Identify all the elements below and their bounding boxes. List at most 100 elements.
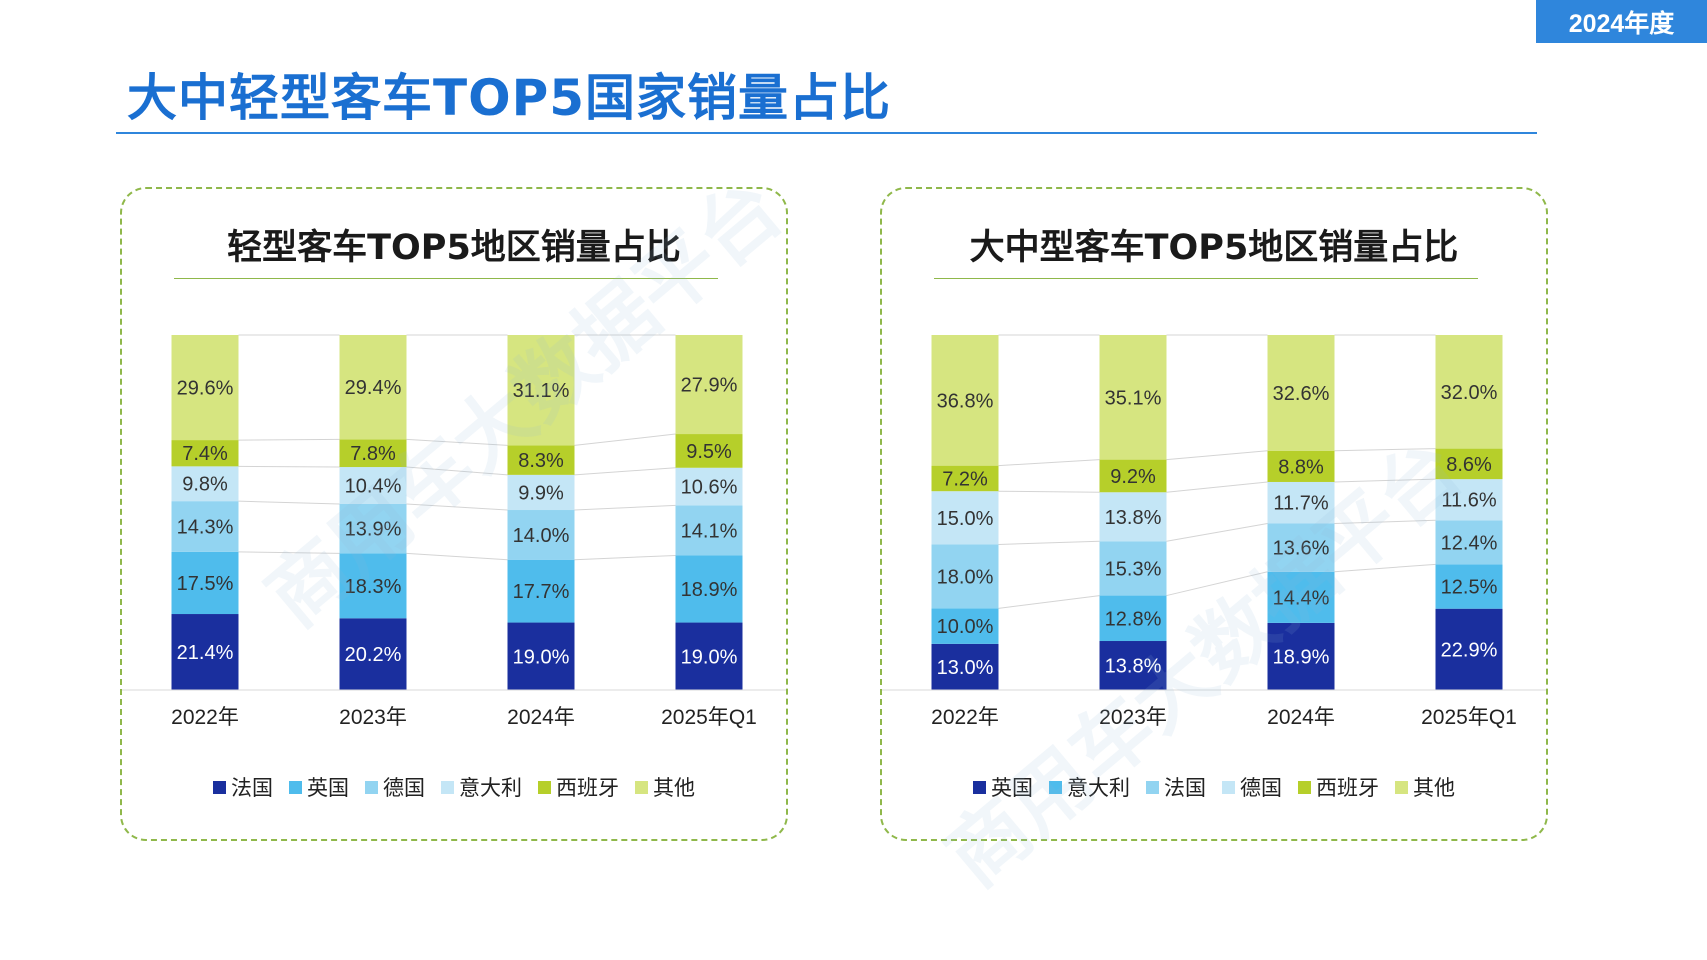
data-label: 27.9% (681, 375, 738, 397)
bar-segment-西班牙 (1099, 459, 1167, 493)
series-connector-line (1334, 563, 1436, 573)
bar-segment-英国 (1435, 608, 1503, 690)
data-label: 9.9% (518, 482, 564, 504)
bar-segment-其他 (675, 335, 743, 435)
legend-swatch (365, 780, 378, 794)
bar-segment-法国 (339, 618, 407, 690)
series-connector-line (238, 551, 340, 554)
bar-segment-法国 (507, 622, 575, 690)
data-label: 7.8% (350, 443, 396, 465)
data-label: 8.3% (518, 450, 564, 472)
chart-title-divider (934, 278, 1478, 279)
chart-title-divider (174, 278, 718, 279)
legend-label: 意大利 (1067, 777, 1130, 800)
bar-segment-意大利 (931, 608, 999, 644)
legend-swatch (1049, 780, 1062, 794)
legend-label: 法国 (231, 777, 273, 800)
stacked-bar-chart-large-medium-bus: 13.0% 13.8% 18.9% 22.9% 10.0% 12.8% 14.4% 12.5%… (882, 334, 1546, 729)
bar-segment-英国 (171, 551, 239, 615)
data-label: 11.6% (1441, 490, 1496, 512)
data-label: 22.9% (1441, 639, 1498, 661)
data-label: 13.0% (937, 657, 994, 679)
legend-item: 西班牙 (1298, 772, 1379, 802)
data-label: 18.0% (937, 566, 994, 588)
data-label: 15.0% (937, 508, 994, 530)
x-tick-label: 2024年 (507, 706, 575, 729)
bar-segment-其他 (1267, 335, 1335, 451)
data-label: 29.6% (177, 378, 234, 400)
legend-label: 意大利 (459, 777, 522, 800)
bar-segment-其他 (1099, 335, 1167, 460)
series-connector-line (998, 490, 1100, 493)
bar-segment-德国 (507, 510, 575, 560)
x-tick-label: 2024年 (1267, 706, 1335, 729)
data-label: 13.9% (345, 519, 402, 541)
series-connector-line (998, 595, 1100, 609)
legend-label: 英国 (991, 777, 1033, 800)
bar-segment-法国 (1267, 523, 1335, 572)
bar-segment-西班牙 (1435, 448, 1503, 480)
legend-swatch (1222, 780, 1235, 794)
bar-segment-法国 (1099, 541, 1167, 596)
data-label: 19.0% (681, 646, 738, 668)
data-label: 19.0% (513, 646, 570, 668)
bar-segment-法国 (675, 622, 743, 690)
data-label: 12.5% (1441, 577, 1498, 599)
bar-segment-德国 (931, 491, 999, 545)
data-label: 14.1% (681, 520, 738, 542)
series-connector-line (406, 503, 508, 511)
data-label: 7.2% (942, 468, 988, 490)
data-label: 18.9% (1273, 646, 1330, 668)
legend-item: 西班牙 (538, 772, 619, 802)
series-connector-line (238, 500, 340, 505)
series-connector-line (1166, 481, 1268, 493)
data-label: 36.8% (937, 390, 994, 412)
data-label: 13.6% (1273, 538, 1330, 560)
bar-segment-西班牙 (1267, 450, 1335, 482)
data-label: 17.7% (513, 581, 570, 603)
series-connector-line (1334, 519, 1436, 525)
bar-segment-德国 (1099, 492, 1167, 542)
bar-segment-其他 (507, 335, 575, 446)
bar-segment-英国 (339, 553, 407, 619)
legend-label: 法国 (1164, 777, 1206, 800)
bar-segment-其他 (1435, 335, 1503, 449)
data-label: 10.4% (345, 476, 402, 498)
bar-segment-法国 (1435, 520, 1503, 565)
series-connector-line (406, 552, 508, 561)
data-label: 10.0% (937, 616, 994, 638)
series-connector-line (998, 540, 1100, 545)
legend-label: 德国 (1240, 777, 1282, 800)
series-connector-line (1166, 450, 1268, 461)
bar-segment-其他 (171, 335, 239, 441)
series-connector-line (1166, 523, 1268, 542)
legend-swatch (1395, 780, 1408, 794)
bar-segment-其他 (931, 335, 999, 466)
bar-segment-其他 (339, 335, 407, 440)
series-connector-line (238, 465, 340, 468)
data-label: 21.4% (177, 642, 234, 664)
data-label: 29.4% (345, 377, 402, 399)
legend-label: 德国 (383, 777, 425, 800)
x-tick-label: 2025年Q1 (1421, 706, 1517, 729)
bar-segment-西班牙 (339, 439, 407, 468)
series-connector-line (238, 438, 340, 441)
title-divider (116, 132, 1537, 134)
bar-segment-英国 (507, 559, 575, 623)
legend-swatch (538, 780, 551, 794)
chart-legend: 法国 英国 德国 意大利 西班牙 其他 (122, 772, 786, 802)
data-label: 14.4% (1273, 587, 1330, 609)
bar-segment-英国 (675, 555, 743, 623)
chart-panel-light-bus: 轻型客车TOP5地区销量占比 21.4% 20.2% 19.0% 19.0% 17.5%… (120, 187, 788, 841)
legend-item: 法国 (1146, 772, 1206, 802)
legend-item: 其他 (635, 772, 695, 802)
legend-item: 英国 (973, 772, 1033, 802)
data-label: 9.2% (1110, 466, 1156, 488)
stacked-bar-chart-light-bus: 21.4% 20.2% 19.0% 19.0% 17.5% 18.3% 17.7% 18.9%… (122, 334, 786, 729)
legend-swatch (635, 780, 648, 794)
data-label: 13.8% (1105, 507, 1162, 529)
legend-item: 其他 (1395, 772, 1455, 802)
data-label: 9.5% (686, 441, 732, 463)
legend-label: 西班牙 (1316, 777, 1379, 800)
series-connector-line (1166, 571, 1268, 597)
